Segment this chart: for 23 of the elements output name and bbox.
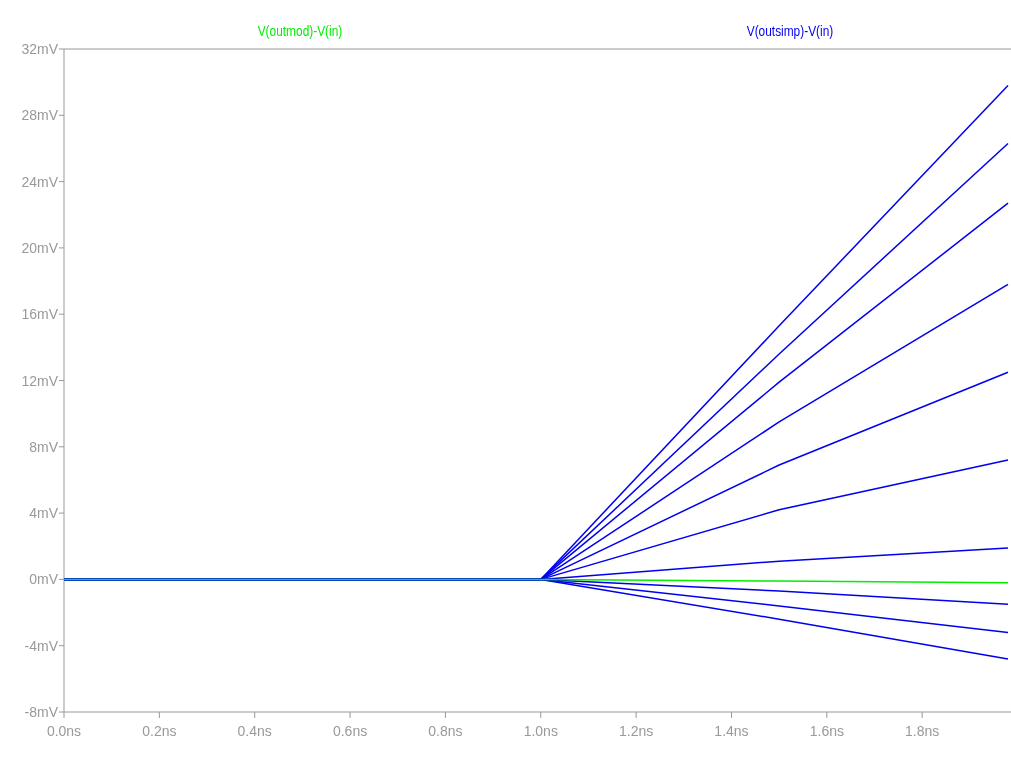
- x-tick-label: 0.2ns: [142, 723, 177, 739]
- x-tick-label: 1.0ns: [523, 723, 558, 739]
- x-tick-label: 1.2ns: [619, 723, 654, 739]
- y-tick-label: 12mV: [21, 372, 59, 389]
- y-tick-label: 4mV: [29, 505, 59, 522]
- y-tick-label: -4mV: [24, 637, 59, 654]
- x-tick-label: 1.6ns: [809, 723, 844, 739]
- y-tick-label: -8mV: [24, 704, 59, 720]
- y-tick-label: 16mV: [21, 306, 59, 323]
- x-tick-label: 0.6ns: [332, 723, 368, 739]
- y-tick-label: 20mV: [21, 239, 59, 256]
- x-tick-label: 1.8ns: [905, 723, 940, 739]
- x-tick-label: 0.8ns: [428, 723, 463, 739]
- text: V(outsimp)-V(in): [746, 23, 834, 40]
- x-tick-label: 0.4ns: [237, 723, 272, 739]
- y-tick-label: 8mV: [29, 438, 59, 455]
- y-tick-label: 32mV: [21, 41, 59, 57]
- y-tick-label: 28mV: [21, 107, 59, 124]
- y-tick-label: 24mV: [21, 173, 59, 190]
- text: V(outmod)-V(in): [257, 23, 343, 40]
- x-tick-label: 0.0ns: [46, 723, 82, 739]
- y-tick-label: 0mV: [29, 571, 59, 588]
- x-tick-label: 1.4ns: [714, 723, 749, 739]
